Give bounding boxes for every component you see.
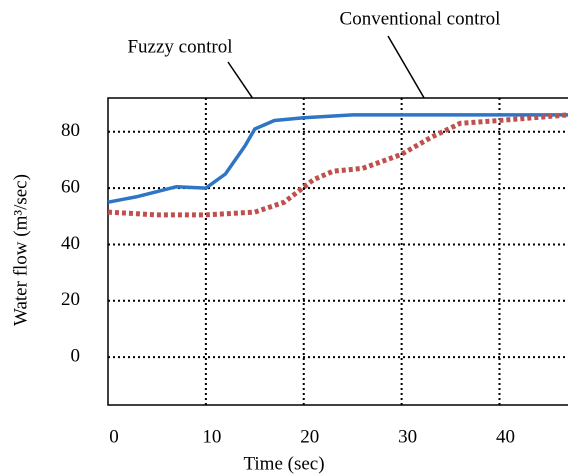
line-series (107, 112, 568, 218)
y-tick-label: 60 (61, 176, 80, 197)
x-tick-label: 20 (300, 426, 319, 447)
annotation: Conventional control (340, 8, 501, 29)
x-tick-label: 30 (398, 426, 417, 447)
y-tick-label: 20 (61, 289, 80, 310)
y-axis-label: Water flow (m³/sec) (10, 174, 31, 326)
plot-area (107, 97, 568, 406)
x-tick-label: 40 (496, 426, 515, 447)
y-tick-label: 40 (61, 233, 80, 254)
x-axis-label: Time (sec) (243, 453, 324, 474)
y-tick-label: 80 (61, 120, 80, 141)
line-series (107, 113, 568, 204)
annotation: Fuzzy control (127, 36, 232, 57)
x-tick-label: 10 (202, 426, 221, 447)
y-tick-label: 0 (71, 345, 81, 366)
x-tick-label: 0 (109, 426, 119, 447)
